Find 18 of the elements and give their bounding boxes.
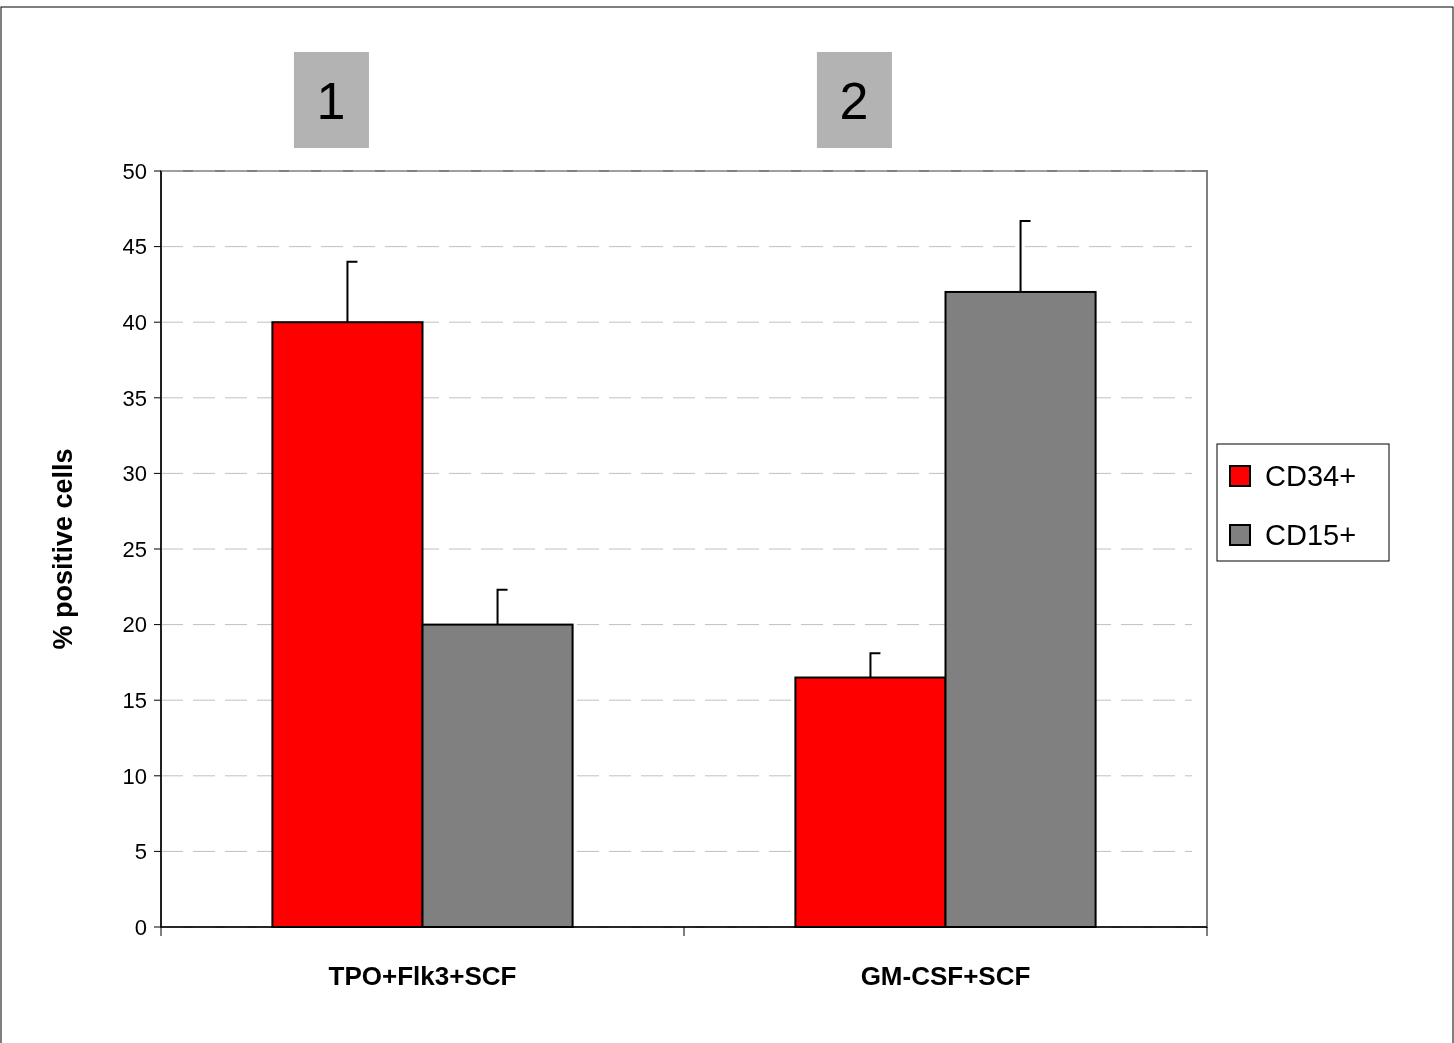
text: 2 <box>839 71 869 130</box>
y-tick-label: 10 <box>122 763 147 789</box>
y-tick-label: 5 <box>134 839 147 865</box>
text: 1 <box>316 71 346 130</box>
y-tick-label: 40 <box>122 309 147 335</box>
y-tick-label: 35 <box>122 385 147 411</box>
y-tick-label: 20 <box>122 612 147 638</box>
legend-label: CD34+ <box>1265 460 1357 493</box>
y-tick-label: 30 <box>122 461 147 487</box>
x-tick-label: GM-CSF+SCF <box>860 961 1031 991</box>
y-tick-label: 25 <box>122 536 147 562</box>
legend-label: CD15+ <box>1265 519 1357 552</box>
x-tick-label: TPO+Flk3+SCF <box>328 961 517 991</box>
y-tick-label: 45 <box>122 234 147 260</box>
y-tick-label: 15 <box>122 687 147 713</box>
y-tick-label: 0 <box>134 914 147 940</box>
y-axis-title: % positive cells <box>48 448 78 650</box>
y-tick-label: 50 <box>122 158 147 184</box>
